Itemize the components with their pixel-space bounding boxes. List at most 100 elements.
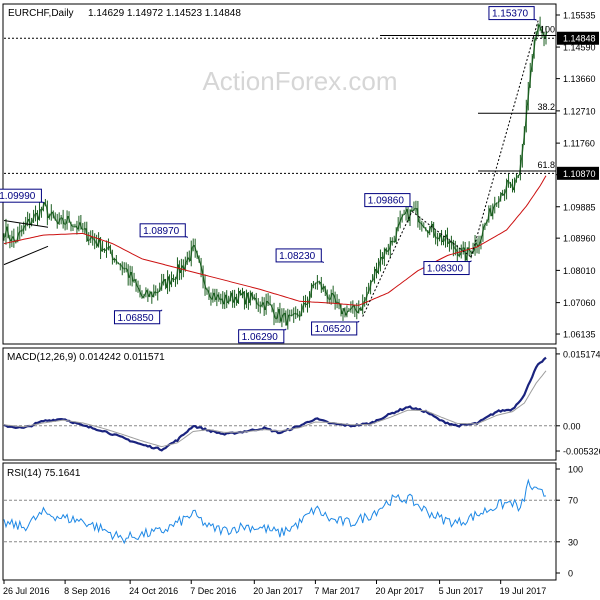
swing-label: 1.08230 bbox=[279, 251, 316, 262]
rsi-tick-label: 30 bbox=[568, 537, 578, 547]
candle bbox=[446, 227, 449, 248]
candle bbox=[120, 261, 124, 276]
candle bbox=[308, 291, 311, 308]
candle bbox=[369, 279, 372, 295]
candle bbox=[540, 25, 544, 39]
candle bbox=[272, 302, 276, 326]
candle bbox=[440, 229, 443, 246]
candle bbox=[487, 205, 491, 223]
candle bbox=[72, 224, 74, 231]
candle bbox=[150, 291, 154, 304]
candle bbox=[8, 234, 12, 249]
candle bbox=[73, 223, 76, 228]
candle bbox=[278, 302, 282, 324]
candle bbox=[225, 290, 229, 309]
candle bbox=[268, 295, 272, 306]
candle bbox=[185, 251, 189, 265]
candle bbox=[406, 205, 410, 223]
rsi-line bbox=[3, 478, 547, 545]
candle bbox=[132, 272, 136, 283]
price-tick-label: 1.13660 bbox=[563, 74, 596, 84]
candle bbox=[331, 285, 335, 304]
candle bbox=[503, 189, 506, 201]
candle bbox=[75, 220, 79, 235]
candle bbox=[473, 234, 477, 256]
rsi-plot bbox=[3, 478, 556, 545]
candle bbox=[176, 257, 179, 285]
swing-label: 1.09860 bbox=[368, 196, 405, 207]
candle bbox=[183, 256, 187, 272]
candle bbox=[205, 287, 209, 295]
candle bbox=[341, 308, 345, 321]
candle bbox=[111, 249, 114, 265]
candle bbox=[351, 300, 355, 314]
current-price-badge-label: 1.14848 bbox=[563, 34, 596, 44]
swing-label: 1.15370 bbox=[492, 9, 529, 20]
candle bbox=[201, 265, 205, 289]
candle bbox=[142, 293, 146, 299]
candle bbox=[87, 232, 90, 246]
symbol-title: EURCHF,Daily bbox=[8, 8, 74, 19]
candle bbox=[187, 250, 191, 263]
candle bbox=[481, 223, 485, 242]
price-tick-label: 1.06135 bbox=[563, 330, 596, 340]
candle bbox=[361, 294, 365, 315]
swing-label: 1.09990 bbox=[0, 191, 36, 202]
price-tick-label: 1.14590 bbox=[563, 43, 596, 53]
swing-label-box bbox=[275, 248, 322, 263]
date-tick-label: 19 Jul 2017 bbox=[500, 586, 547, 596]
macd-tick-label: 0.015174 bbox=[563, 349, 600, 359]
candle bbox=[323, 285, 327, 296]
candle bbox=[250, 291, 254, 301]
candle bbox=[314, 282, 317, 290]
wave-line-1 bbox=[362, 211, 413, 317]
candle bbox=[91, 230, 94, 246]
candle bbox=[40, 206, 43, 218]
candle bbox=[138, 284, 142, 298]
candle bbox=[404, 204, 408, 221]
candle bbox=[189, 240, 193, 267]
swing-label-box bbox=[238, 329, 285, 344]
candle bbox=[101, 241, 104, 252]
swing-label-box bbox=[139, 223, 186, 238]
candle bbox=[197, 255, 201, 263]
candle bbox=[246, 292, 250, 310]
macd-signal-line bbox=[3, 370, 547, 448]
candle bbox=[262, 297, 266, 317]
date-axis: 26 Jul 2016 8 Sep 2016 24 Oct 2016 7 Dec 20… bbox=[3, 580, 546, 596]
date-tick-label: 7 Mar 2017 bbox=[314, 586, 360, 596]
macd-tick-label: -0.005326 bbox=[563, 447, 600, 457]
candle bbox=[302, 295, 305, 313]
candle bbox=[160, 273, 164, 291]
candle bbox=[312, 280, 315, 289]
candle bbox=[328, 294, 331, 305]
candle bbox=[231, 290, 235, 308]
candle bbox=[483, 222, 487, 231]
candle bbox=[10, 230, 14, 248]
candle bbox=[162, 273, 165, 286]
candle bbox=[154, 285, 157, 296]
candle bbox=[393, 235, 396, 243]
date-tick-label: 7 Dec 2016 bbox=[190, 586, 236, 596]
price-tick-label: 1.07060 bbox=[563, 298, 596, 308]
candle bbox=[385, 247, 388, 255]
candle bbox=[270, 304, 274, 313]
candle bbox=[51, 210, 55, 219]
candle bbox=[333, 291, 337, 310]
candle bbox=[499, 192, 503, 202]
candle bbox=[264, 293, 268, 315]
candle bbox=[229, 291, 233, 302]
current-price-badge bbox=[557, 31, 599, 45]
candle bbox=[448, 238, 451, 252]
candle bbox=[444, 230, 447, 248]
candle bbox=[49, 204, 53, 221]
candle bbox=[517, 174, 520, 178]
price-panel: ActionForex.com 100 38.2 61.8 1.09990 1.0897… bbox=[0, 3, 599, 345]
candle bbox=[144, 287, 148, 298]
candle bbox=[79, 214, 83, 230]
candle bbox=[105, 240, 108, 258]
candle bbox=[530, 54, 534, 72]
candle bbox=[203, 274, 207, 296]
watermark: ActionForex.com bbox=[202, 66, 397, 96]
candle bbox=[373, 266, 376, 284]
